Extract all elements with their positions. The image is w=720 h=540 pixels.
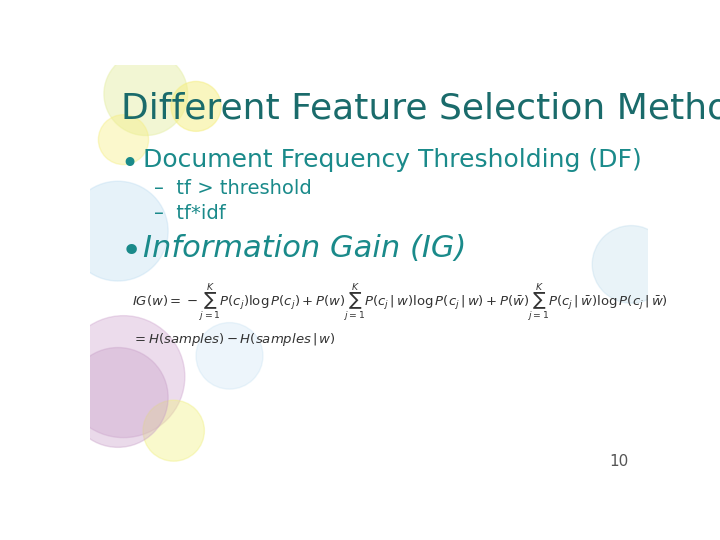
Ellipse shape bbox=[68, 181, 168, 281]
Ellipse shape bbox=[104, 52, 188, 136]
Ellipse shape bbox=[143, 400, 204, 461]
Ellipse shape bbox=[99, 114, 148, 165]
Text: $IG(w) = -\sum_{j=1}^{K} P(c_j)\log P(c_j) + P(w)\sum_{j=1}^{K} P(c_j\,|\,w)\log: $IG(w) = -\sum_{j=1}^{K} P(c_j)\log P(c_… bbox=[132, 281, 667, 323]
Text: Information Gain (IG): Information Gain (IG) bbox=[143, 234, 467, 263]
Ellipse shape bbox=[62, 316, 185, 437]
Text: •: • bbox=[121, 150, 139, 179]
Text: –  tf > threshold: – tf > threshold bbox=[154, 179, 312, 198]
Ellipse shape bbox=[593, 226, 670, 303]
Text: –  tf*idf: – tf*idf bbox=[154, 204, 226, 223]
Ellipse shape bbox=[68, 348, 168, 447]
Text: •: • bbox=[121, 235, 142, 269]
Text: Document Frequency Thresholding (DF): Document Frequency Thresholding (DF) bbox=[143, 148, 642, 172]
Text: 10: 10 bbox=[609, 454, 629, 469]
Text: $= H(samples) - H(samples\,|\,w)$: $= H(samples) - H(samples\,|\,w)$ bbox=[132, 331, 336, 348]
Ellipse shape bbox=[171, 82, 221, 131]
Ellipse shape bbox=[196, 322, 263, 389]
Text: Different Feature Selection Methods: Different Feature Selection Methods bbox=[121, 92, 720, 126]
